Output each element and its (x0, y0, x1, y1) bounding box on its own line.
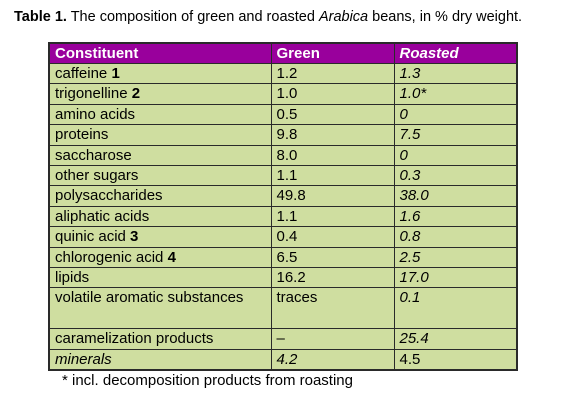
green-value: 6.5 (270, 246, 395, 268)
table-row: caffeine 1 1.2 1.3 (48, 62, 518, 85)
green-value: 16.2 (270, 266, 395, 289)
green-value: 1.2 (270, 62, 395, 85)
roasted-value: 4.5 (393, 348, 518, 372)
table-row: aliphatic acids 1.1 1.6 (48, 205, 518, 228)
compound-number: 1 (111, 65, 120, 82)
constituent-cell: volatile aromatic substances (48, 287, 272, 330)
roasted-value: 1.0* (393, 83, 518, 105)
roasted-value: 0 (393, 144, 518, 166)
table-row: polysaccharides 49.8 38.0 (48, 185, 518, 207)
green-value: 4.2 (270, 348, 395, 372)
table-row: proteins 9.8 7.5 (48, 124, 518, 146)
compound-number: 3 (130, 228, 139, 246)
green-value: 0.4 (270, 226, 395, 248)
constituent-name: trigonelline (55, 85, 132, 103)
caption-text-after: beans, in % dry weight. (368, 9, 523, 25)
constituent-cell: chlorogenic acid 4 (48, 246, 272, 268)
constituent-cell: trigonelline 2 (48, 83, 272, 105)
header-row: Constituent Green Roasted (48, 42, 518, 64)
green-value: 1.0 (270, 83, 395, 105)
constituent-cell: other sugars (48, 164, 272, 187)
green-value: traces (270, 287, 395, 330)
roasted-value: 0.8 (393, 226, 518, 248)
caption-text-before: The composition of green and roasted (66, 9, 319, 25)
roasted-value: 7.5 (393, 124, 518, 146)
table-row: caramelization products – 25.4 (48, 328, 518, 350)
table-row: other sugars 1.1 0.3 (48, 164, 518, 187)
header-roasted: Roasted (393, 42, 518, 64)
green-value: 0.5 (270, 103, 395, 126)
table-row: lipids 16.2 17.0 (48, 266, 518, 289)
constituent-cell: saccharose (48, 144, 272, 166)
caption-label: Table 1. (14, 9, 67, 25)
constituent-name: quinic acid (55, 228, 131, 246)
roasted-value: 0.3 (393, 164, 518, 187)
composition-table: Constituent Green Roasted caffeine 1 1.2… (48, 42, 518, 372)
roasted-value: 1.6 (393, 205, 518, 228)
roasted-value: 2.5 (393, 246, 518, 268)
green-value: – (270, 328, 395, 350)
green-value: 49.8 (270, 185, 395, 207)
constituent-cell: amino acids (48, 103, 272, 126)
constituent-cell: proteins (48, 124, 272, 146)
constituent-name: caffeine (55, 65, 112, 82)
roasted-value: 0.1 (393, 287, 518, 330)
table-row: chlorogenic acid 4 6.5 2.5 (48, 246, 518, 268)
green-value: 9.8 (270, 124, 395, 146)
green-value: 1.1 (270, 164, 395, 187)
constituent-cell: polysaccharides (48, 185, 272, 207)
footnote: * incl. decomposition products from roas… (62, 372, 353, 389)
roasted-value: 0 (393, 103, 518, 126)
constituent-cell: quinic acid 3 (48, 226, 272, 248)
green-value: 1.1 (270, 205, 395, 228)
green-value: 8.0 (270, 144, 395, 166)
roasted-value: 17.0 (393, 266, 518, 289)
constituent-name: chlorogenic acid (55, 248, 168, 266)
table-caption: Table 1. The composition of green and ro… (14, 8, 522, 26)
roasted-value: 1.3 (393, 62, 518, 85)
compound-number: 4 (167, 248, 176, 266)
table-row: minerals 4.2 4.5 (48, 348, 518, 372)
constituent-cell: caramelization products (48, 328, 272, 350)
table-row: quinic acid 3 0.4 0.8 (48, 226, 518, 248)
table-row: saccharose 8.0 0 (48, 144, 518, 166)
compound-number: 2 (131, 85, 141, 103)
constituent-cell: caffeine 1 (48, 62, 272, 85)
header-green: Green (270, 42, 395, 64)
caption-italic: Arabica (318, 9, 369, 25)
roasted-value: 25.4 (393, 328, 518, 350)
constituent-cell: aliphatic acids (48, 205, 272, 228)
constituent-cell: lipids (48, 266, 272, 289)
table-row: volatile aromatic substances traces 0.1 (48, 287, 518, 330)
header-constituent: Constituent (48, 42, 272, 64)
table-row: amino acids 0.5 0 (48, 103, 518, 126)
table-row: trigonelline 2 1.0 1.0* (48, 83, 518, 105)
roasted-value: 38.0 (393, 185, 518, 207)
constituent-cell: minerals (48, 348, 272, 372)
